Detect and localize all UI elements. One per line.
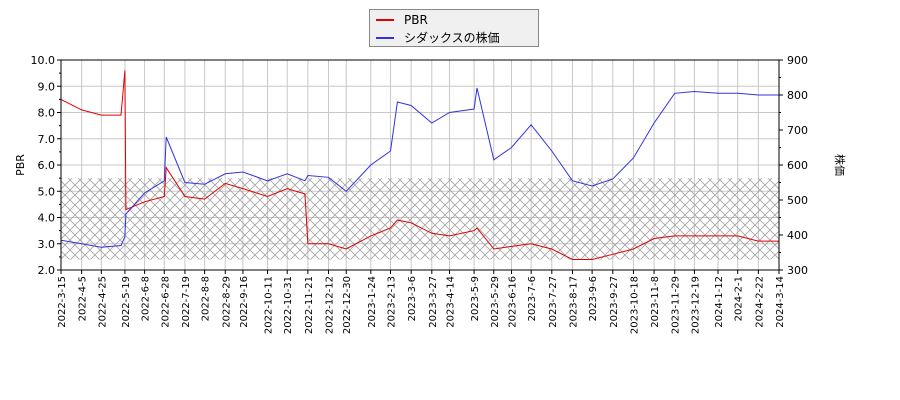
legend-item-price: シダックスの株価 [376,30,500,46]
legend-label: PBR [404,13,428,27]
right-y-axis: 900 800 700 600 500 400 300 [779,54,808,277]
svg-text:2023-7-6: 2023-7-6 [527,276,538,321]
right-axis-label: 株価 [833,154,847,176]
svg-text:2023-4-14: 2023-4-14 [446,276,457,328]
legend: PBR シダックスの株価 [369,9,539,47]
svg-text:700: 700 [787,124,808,137]
svg-text:2023-5-29: 2023-5-29 [490,276,501,328]
svg-text:2022-12-12: 2022-12-12 [325,276,336,334]
svg-text:2022-5-19: 2022-5-19 [121,276,132,328]
svg-text:2023-12-19: 2023-12-19 [690,276,701,334]
svg-text:5.0: 5.0 [38,185,56,198]
svg-text:2022-4-25: 2022-4-25 [97,276,108,328]
left-y-axis: 10.0 9.0 8.0 7.0 6.0 5.0 4.0 3.0 2.0 [31,54,61,277]
svg-text:2023-9-27: 2023-9-27 [609,276,620,328]
svg-text:2023-11-29: 2023-11-29 [671,276,682,334]
svg-text:2024-1-12: 2024-1-12 [714,276,725,328]
svg-text:2023-7-27: 2023-7-27 [548,276,559,328]
svg-text:2024-2-1: 2024-2-1 [734,276,745,321]
svg-text:2022-8-29: 2022-8-29 [221,276,232,328]
svg-text:2023-8-17: 2023-8-17 [568,276,579,328]
shaded-band [61,178,779,260]
svg-text:2022-9-16: 2022-9-16 [239,276,250,328]
svg-text:3.0: 3.0 [38,238,56,251]
svg-text:800: 800 [787,89,808,102]
svg-text:2023-11-8: 2023-11-8 [650,276,661,328]
svg-text:500: 500 [787,194,808,207]
svg-text:2023-3-27: 2023-3-27 [428,276,439,328]
svg-text:2022-10-11: 2022-10-11 [264,276,275,334]
svg-text:6.0: 6.0 [38,159,56,172]
legend-label: シダックスの株価 [404,31,500,45]
svg-text:2023-1-24: 2023-1-24 [367,276,378,328]
svg-text:2024-2-22: 2024-2-22 [754,276,765,328]
svg-text:7.0: 7.0 [38,133,56,146]
svg-text:2022-6-8: 2022-6-8 [141,276,152,321]
svg-text:600: 600 [787,159,808,172]
svg-text:4.0: 4.0 [38,212,56,225]
pbr-swatch-icon [376,19,394,21]
svg-text:2022-12-30: 2022-12-30 [342,276,353,334]
svg-text:2023-9-6: 2023-9-6 [588,276,599,321]
svg-text:2022-4-5: 2022-4-5 [78,276,89,321]
pbr-line [60,70,779,260]
legend-item-pbr: PBR [376,12,428,28]
svg-text:300: 300 [787,264,808,277]
left-axis-label: PBR [14,154,27,176]
price-swatch-icon [376,37,394,39]
svg-text:900: 900 [787,54,808,67]
svg-text:2022-11-21: 2022-11-21 [304,276,315,334]
x-axis: 2022-3-15 2022-4-5 2022-4-25 2022-5-19 2022-… [57,270,786,334]
svg-text:2023-10-18: 2023-10-18 [629,276,640,334]
svg-text:2.0: 2.0 [38,264,56,277]
svg-text:2023-5-9: 2023-5-9 [470,276,481,321]
svg-text:9.0: 9.0 [38,80,56,93]
svg-text:400: 400 [787,229,808,242]
svg-text:2022-8-8: 2022-8-8 [201,276,212,321]
stock-price-line [60,87,779,248]
svg-text:2023-6-16: 2023-6-16 [507,276,518,328]
svg-text:2023-2-13: 2023-2-13 [386,276,397,328]
svg-text:2024-3-14: 2024-3-14 [775,276,786,328]
svg-text:10.0: 10.0 [31,54,56,67]
svg-text:2023-3-6: 2023-3-6 [407,276,418,321]
svg-text:2022-3-15: 2022-3-15 [57,276,68,328]
svg-text:8.0: 8.0 [38,107,56,120]
svg-text:2022-6-28: 2022-6-28 [160,276,171,328]
svg-text:2022-10-31: 2022-10-31 [283,276,294,334]
svg-text:2022-7-19: 2022-7-19 [181,276,192,328]
